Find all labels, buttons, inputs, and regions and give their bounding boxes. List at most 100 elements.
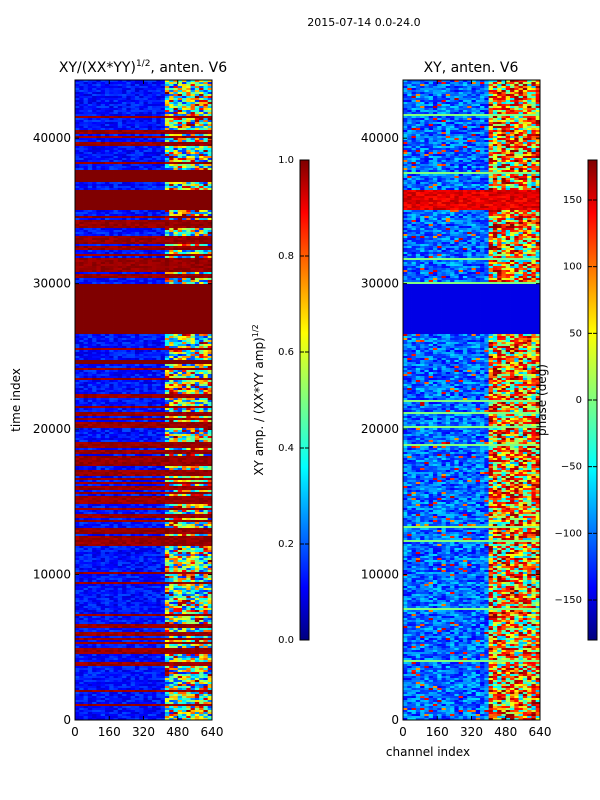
heatmap-cell — [156, 122, 162, 125]
heatmap-cell — [92, 82, 97, 85]
heatmap-cell — [186, 178, 191, 181]
heatmap-cell — [75, 128, 80, 131]
heatmap-cell — [117, 114, 123, 117]
heatmap-cell — [156, 304, 162, 307]
heatmap-cell — [182, 166, 187, 169]
heatmap-cell — [139, 190, 144, 193]
heatmap-cell — [126, 148, 132, 151]
heatmap-cell — [152, 210, 157, 213]
heatmap-cell — [147, 138, 153, 141]
heatmap-cell — [207, 266, 212, 269]
heatmap-cell — [194, 310, 200, 313]
heatmap-cell — [152, 98, 157, 101]
heatmap-cell — [87, 270, 93, 273]
heatmap-cell — [152, 182, 157, 185]
heatmap-cell — [75, 238, 80, 241]
heatmap-cell — [92, 388, 97, 391]
heatmap-cell — [147, 360, 153, 363]
heatmap-cell — [126, 134, 132, 137]
heatmap-cell — [186, 210, 191, 213]
heatmap-cell — [190, 348, 196, 351]
heatmap-cell — [139, 356, 144, 359]
heatmap-cell — [207, 144, 212, 147]
heatmap-cell — [109, 216, 114, 219]
heatmap-cell — [75, 372, 80, 375]
heatmap-cell — [83, 252, 89, 255]
heatmap-cell — [126, 178, 132, 181]
heatmap-cell — [182, 178, 187, 181]
heatmap-cell — [134, 234, 140, 237]
heatmap-cell — [147, 336, 153, 339]
heatmap-cell — [139, 210, 144, 213]
heatmap-cell — [134, 104, 140, 107]
heatmap-cell — [113, 306, 119, 309]
heatmap-cell — [156, 162, 162, 165]
heatmap-cell — [194, 118, 200, 121]
heatmap-cell — [113, 356, 119, 359]
heatmap-cell — [143, 256, 149, 259]
heatmap-cell — [152, 296, 157, 299]
heatmap-cell — [109, 284, 114, 287]
heatmap-cell — [147, 282, 153, 285]
heatmap-cell — [182, 102, 187, 105]
heatmap-cell — [134, 146, 140, 149]
heatmap-cell — [152, 290, 157, 293]
heatmap-cell — [75, 338, 80, 341]
heatmap-cell — [156, 170, 162, 173]
heatmap-cell — [199, 330, 204, 333]
heatmap-cell — [152, 200, 157, 203]
heatmap-cell — [194, 186, 200, 189]
heatmap-cell — [190, 390, 196, 393]
heatmap-cell — [147, 208, 153, 211]
heatmap-cell — [156, 266, 162, 269]
heatmap-cell — [164, 314, 170, 317]
heatmap-cell — [190, 276, 196, 279]
heatmap-cell — [169, 388, 174, 391]
heatmap-cell — [186, 162, 191, 165]
heatmap-cell — [199, 98, 204, 101]
heatmap-cell — [143, 382, 149, 385]
heatmap-cell — [177, 272, 183, 275]
heatmap-cell — [117, 86, 123, 89]
heatmap-cell — [182, 236, 187, 239]
heatmap-cell — [190, 318, 196, 321]
heatmap-cell — [177, 274, 183, 277]
heatmap-cell — [83, 198, 89, 201]
heatmap-cell — [186, 216, 191, 219]
heatmap-cell — [117, 324, 123, 327]
heatmap-cell — [96, 294, 102, 297]
heatmap-cell — [177, 248, 183, 251]
heatmap-cell — [139, 264, 144, 267]
heatmap-cell — [79, 156, 84, 159]
heatmap-cell — [83, 154, 89, 157]
heatmap-cell — [96, 128, 102, 131]
heatmap-cell — [190, 214, 196, 217]
heatmap-cell — [96, 220, 102, 223]
heatmap-cell — [122, 384, 127, 387]
heatmap-cell — [147, 194, 153, 197]
heatmap-cell — [207, 164, 212, 167]
heatmap-cell — [160, 80, 166, 83]
heatmap-cell — [207, 376, 212, 379]
heatmap-cell — [100, 342, 106, 345]
heatmap-cell — [203, 250, 209, 253]
heatmap-cell — [190, 172, 196, 175]
heatmap-cell — [130, 354, 136, 357]
heatmap-cell — [75, 166, 80, 169]
heatmap-cell — [113, 184, 119, 187]
heatmap-cell — [104, 108, 110, 111]
heatmap-cell — [122, 116, 127, 119]
heatmap-cell — [83, 88, 89, 91]
heatmap-cell — [122, 108, 127, 111]
heatmap-cell — [182, 326, 187, 329]
heatmap-cell — [203, 236, 209, 239]
heatmap-cell — [143, 118, 149, 121]
heatmap-cell — [152, 132, 157, 135]
heatmap-cell — [190, 242, 196, 245]
heatmap-cell — [139, 146, 144, 149]
heatmap-cell — [147, 346, 153, 349]
heatmap-cell — [104, 322, 110, 325]
heatmap-cell — [109, 300, 114, 303]
heatmap-cell — [126, 382, 132, 385]
heatmap-cell — [143, 378, 149, 381]
